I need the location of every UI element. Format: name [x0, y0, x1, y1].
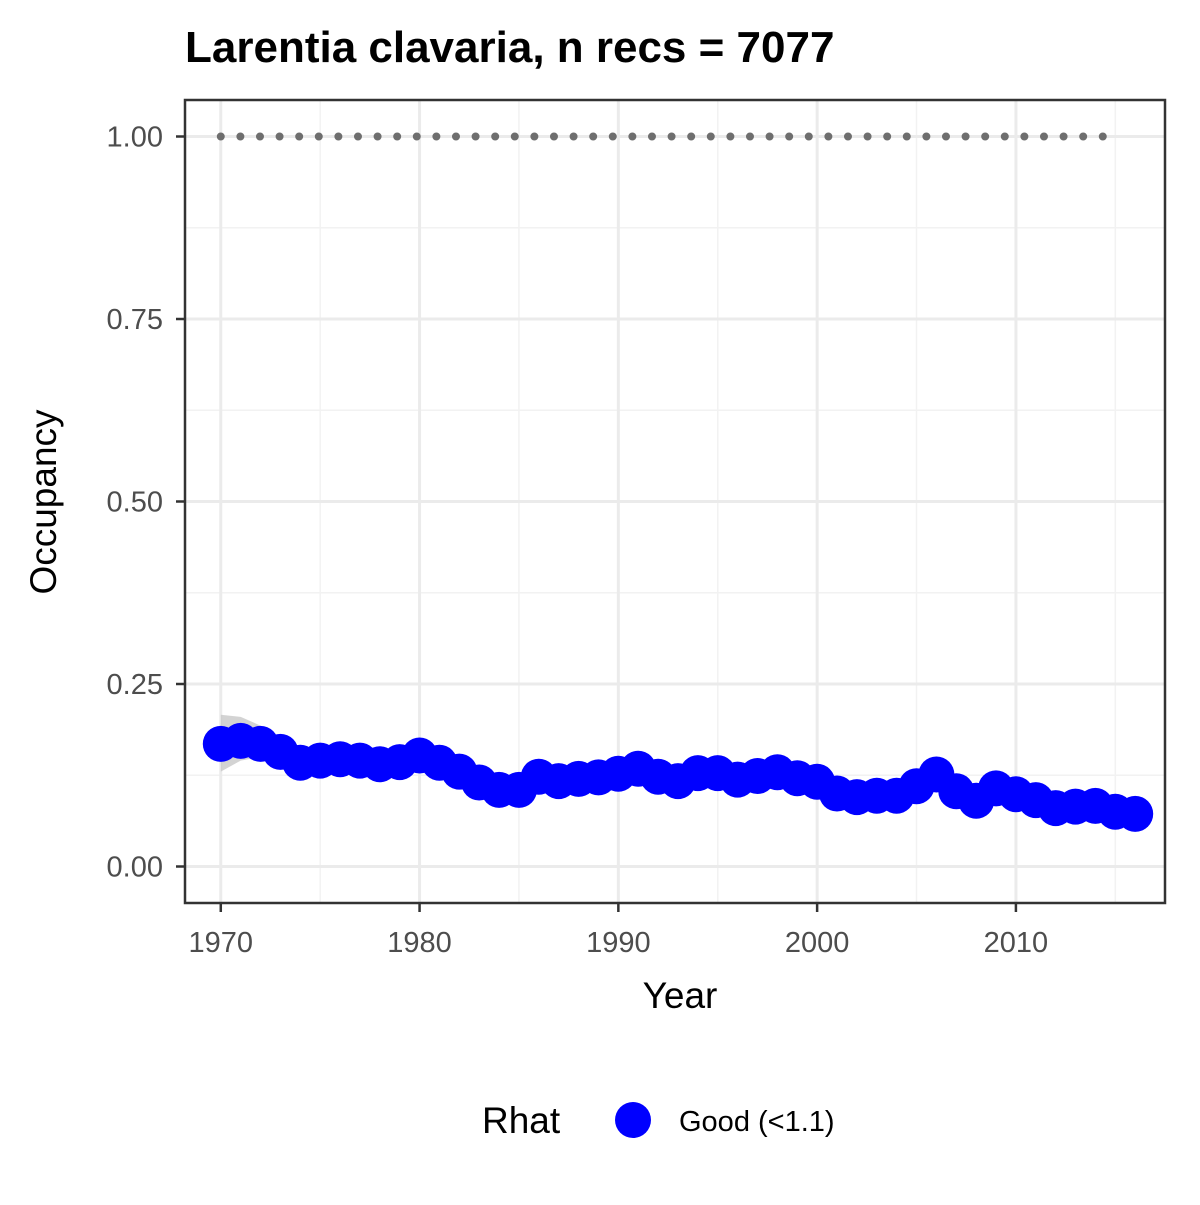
x-tick-label: 2010	[984, 927, 1049, 959]
legend: Rhat Good (<1.1)	[482, 1100, 835, 1141]
legend-title: Rhat	[482, 1100, 561, 1141]
legend-label-good: Good (<1.1)	[679, 1106, 835, 1138]
x-tick-label: 1990	[586, 927, 651, 959]
plot-area: 1970 1980 1990 2000 2010 0.00 0.25 0.50 0.75 1.00	[107, 98, 1167, 959]
x-tick-label: 1980	[387, 927, 452, 959]
x-axis-title: Year	[643, 975, 718, 1016]
chart-title: Larentia clavaria, n recs = 7077	[185, 23, 834, 72]
y-tick-label: 0.00	[107, 852, 163, 884]
y-axis-title: Occupancy	[23, 409, 64, 595]
y-tick-label: 0.25	[107, 669, 163, 701]
data-point	[1117, 795, 1154, 832]
y-tick-label: 0.50	[107, 487, 163, 519]
x-tick-label: 2000	[785, 927, 850, 959]
y-tick-label: 1.00	[107, 122, 163, 154]
x-tick-label: 1970	[189, 927, 254, 959]
legend-key-good	[615, 1102, 651, 1138]
y-tick-label: 0.75	[107, 304, 163, 336]
